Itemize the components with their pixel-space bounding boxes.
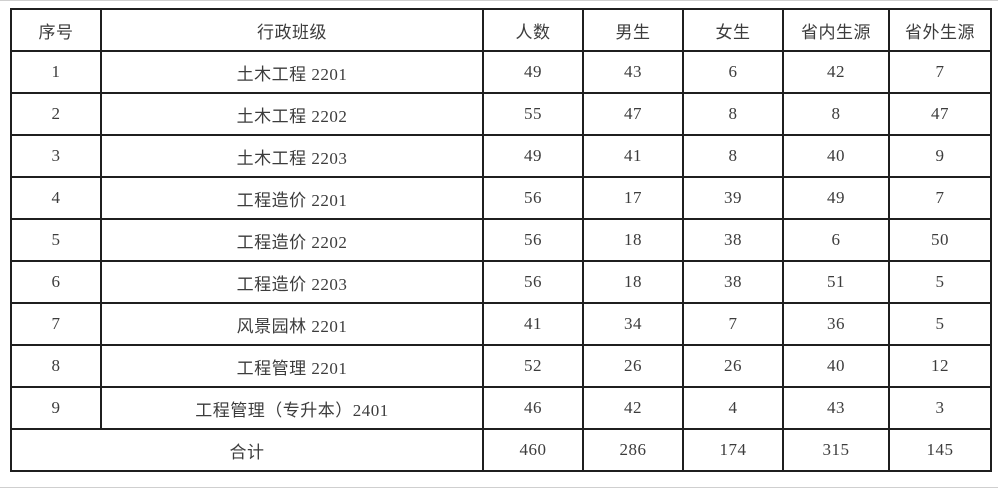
male-cell: 41 bbox=[582, 134, 684, 178]
serial-cell: 5 bbox=[10, 218, 102, 262]
count-cell: 52 bbox=[482, 344, 584, 388]
male-cell: 42 bbox=[582, 386, 684, 430]
in-province-cell: 8 bbox=[782, 92, 890, 136]
class-name-cell: 工程造价 2203 bbox=[100, 260, 484, 304]
serial-cell: 4 bbox=[10, 176, 102, 220]
class-name-cell: 工程造价 2201 bbox=[100, 176, 484, 220]
count-cell: 49 bbox=[482, 50, 584, 94]
female-cell: 4 bbox=[682, 386, 784, 430]
class-name-cell: 风景园林 2201 bbox=[100, 302, 484, 346]
male-cell: 47 bbox=[582, 92, 684, 136]
count-cell: 46 bbox=[482, 386, 584, 430]
total-count-cell: 460 bbox=[482, 428, 584, 472]
serial-cell: 6 bbox=[10, 260, 102, 304]
male-cell: 26 bbox=[582, 344, 684, 388]
out-province-cell: 7 bbox=[888, 50, 992, 94]
serial-cell: 3 bbox=[10, 134, 102, 178]
male-cell: 18 bbox=[582, 260, 684, 304]
count-cell: 55 bbox=[482, 92, 584, 136]
in-province-cell: 43 bbox=[782, 386, 890, 430]
out-province-cell: 9 bbox=[888, 134, 992, 178]
total-row: 合计 460 286 174 315 145 bbox=[10, 428, 992, 472]
in-province-cell: 49 bbox=[782, 176, 890, 220]
out-province-cell: 5 bbox=[888, 260, 992, 304]
female-cell: 26 bbox=[682, 344, 784, 388]
male-cell: 17 bbox=[582, 176, 684, 220]
header-in-province: 省内生源 bbox=[782, 8, 890, 52]
serial-cell: 2 bbox=[10, 92, 102, 136]
total-male-cell: 286 bbox=[582, 428, 684, 472]
in-province-cell: 40 bbox=[782, 134, 890, 178]
table-row: 7 风景园林 2201 41 34 7 36 5 bbox=[10, 302, 992, 346]
header-class: 行政班级 bbox=[100, 8, 484, 52]
female-cell: 7 bbox=[682, 302, 784, 346]
table-row: 5 工程造价 2202 56 18 38 6 50 bbox=[10, 218, 992, 262]
in-province-cell: 36 bbox=[782, 302, 890, 346]
serial-cell: 9 bbox=[10, 386, 102, 430]
female-cell: 38 bbox=[682, 218, 784, 262]
class-roster-table: 序号 行政班级 人数 男生 女生 省内生源 省外生源 1 土木工程 2201 49 4… bbox=[10, 8, 992, 472]
count-cell: 56 bbox=[482, 176, 584, 220]
table-body: 1 土木工程 2201 49 43 6 42 7 2 土木工程 2202 55 47 8 8 47 3 土木工… bbox=[10, 50, 992, 430]
table-row: 2 土木工程 2202 55 47 8 8 47 bbox=[10, 92, 992, 136]
header-serial: 序号 bbox=[10, 8, 102, 52]
serial-cell: 8 bbox=[10, 344, 102, 388]
class-name-cell: 土木工程 2203 bbox=[100, 134, 484, 178]
out-province-cell: 12 bbox=[888, 344, 992, 388]
serial-cell: 1 bbox=[10, 50, 102, 94]
table-row: 8 工程管理 2201 52 26 26 40 12 bbox=[10, 344, 992, 388]
table-row: 6 工程造价 2203 56 18 38 51 5 bbox=[10, 260, 992, 304]
header-row: 序号 行政班级 人数 男生 女生 省内生源 省外生源 bbox=[10, 8, 992, 52]
total-out-province-cell: 145 bbox=[888, 428, 992, 472]
class-name-cell: 工程管理（专升本）2401 bbox=[100, 386, 484, 430]
total-in-province-cell: 315 bbox=[782, 428, 890, 472]
page-top-hairline bbox=[0, 0, 998, 1]
male-cell: 43 bbox=[582, 50, 684, 94]
in-province-cell: 40 bbox=[782, 344, 890, 388]
header-male: 男生 bbox=[582, 8, 684, 52]
table-row: 4 工程造价 2201 56 17 39 49 7 bbox=[10, 176, 992, 220]
female-cell: 8 bbox=[682, 92, 784, 136]
class-name-cell: 工程造价 2202 bbox=[100, 218, 484, 262]
female-cell: 39 bbox=[682, 176, 784, 220]
out-province-cell: 7 bbox=[888, 176, 992, 220]
count-cell: 56 bbox=[482, 218, 584, 262]
out-province-cell: 50 bbox=[888, 218, 992, 262]
in-province-cell: 42 bbox=[782, 50, 890, 94]
header-out-province: 省外生源 bbox=[888, 8, 992, 52]
out-province-cell: 3 bbox=[888, 386, 992, 430]
out-province-cell: 47 bbox=[888, 92, 992, 136]
table-row: 9 工程管理（专升本）2401 46 42 4 43 3 bbox=[10, 386, 992, 430]
out-province-cell: 5 bbox=[888, 302, 992, 346]
total-female-cell: 174 bbox=[682, 428, 784, 472]
class-name-cell: 工程管理 2201 bbox=[100, 344, 484, 388]
in-province-cell: 51 bbox=[782, 260, 890, 304]
class-name-cell: 土木工程 2202 bbox=[100, 92, 484, 136]
table-row: 3 土木工程 2203 49 41 8 40 9 bbox=[10, 134, 992, 178]
female-cell: 38 bbox=[682, 260, 784, 304]
female-cell: 6 bbox=[682, 50, 784, 94]
header-female: 女生 bbox=[682, 8, 784, 52]
count-cell: 41 bbox=[482, 302, 584, 346]
male-cell: 18 bbox=[582, 218, 684, 262]
class-name-cell: 土木工程 2201 bbox=[100, 50, 484, 94]
in-province-cell: 6 bbox=[782, 218, 890, 262]
serial-cell: 7 bbox=[10, 302, 102, 346]
count-cell: 49 bbox=[482, 134, 584, 178]
male-cell: 34 bbox=[582, 302, 684, 346]
header-count: 人数 bbox=[482, 8, 584, 52]
total-label-cell: 合计 bbox=[10, 428, 484, 472]
table-row: 1 土木工程 2201 49 43 6 42 7 bbox=[10, 50, 992, 94]
female-cell: 8 bbox=[682, 134, 784, 178]
count-cell: 56 bbox=[482, 260, 584, 304]
